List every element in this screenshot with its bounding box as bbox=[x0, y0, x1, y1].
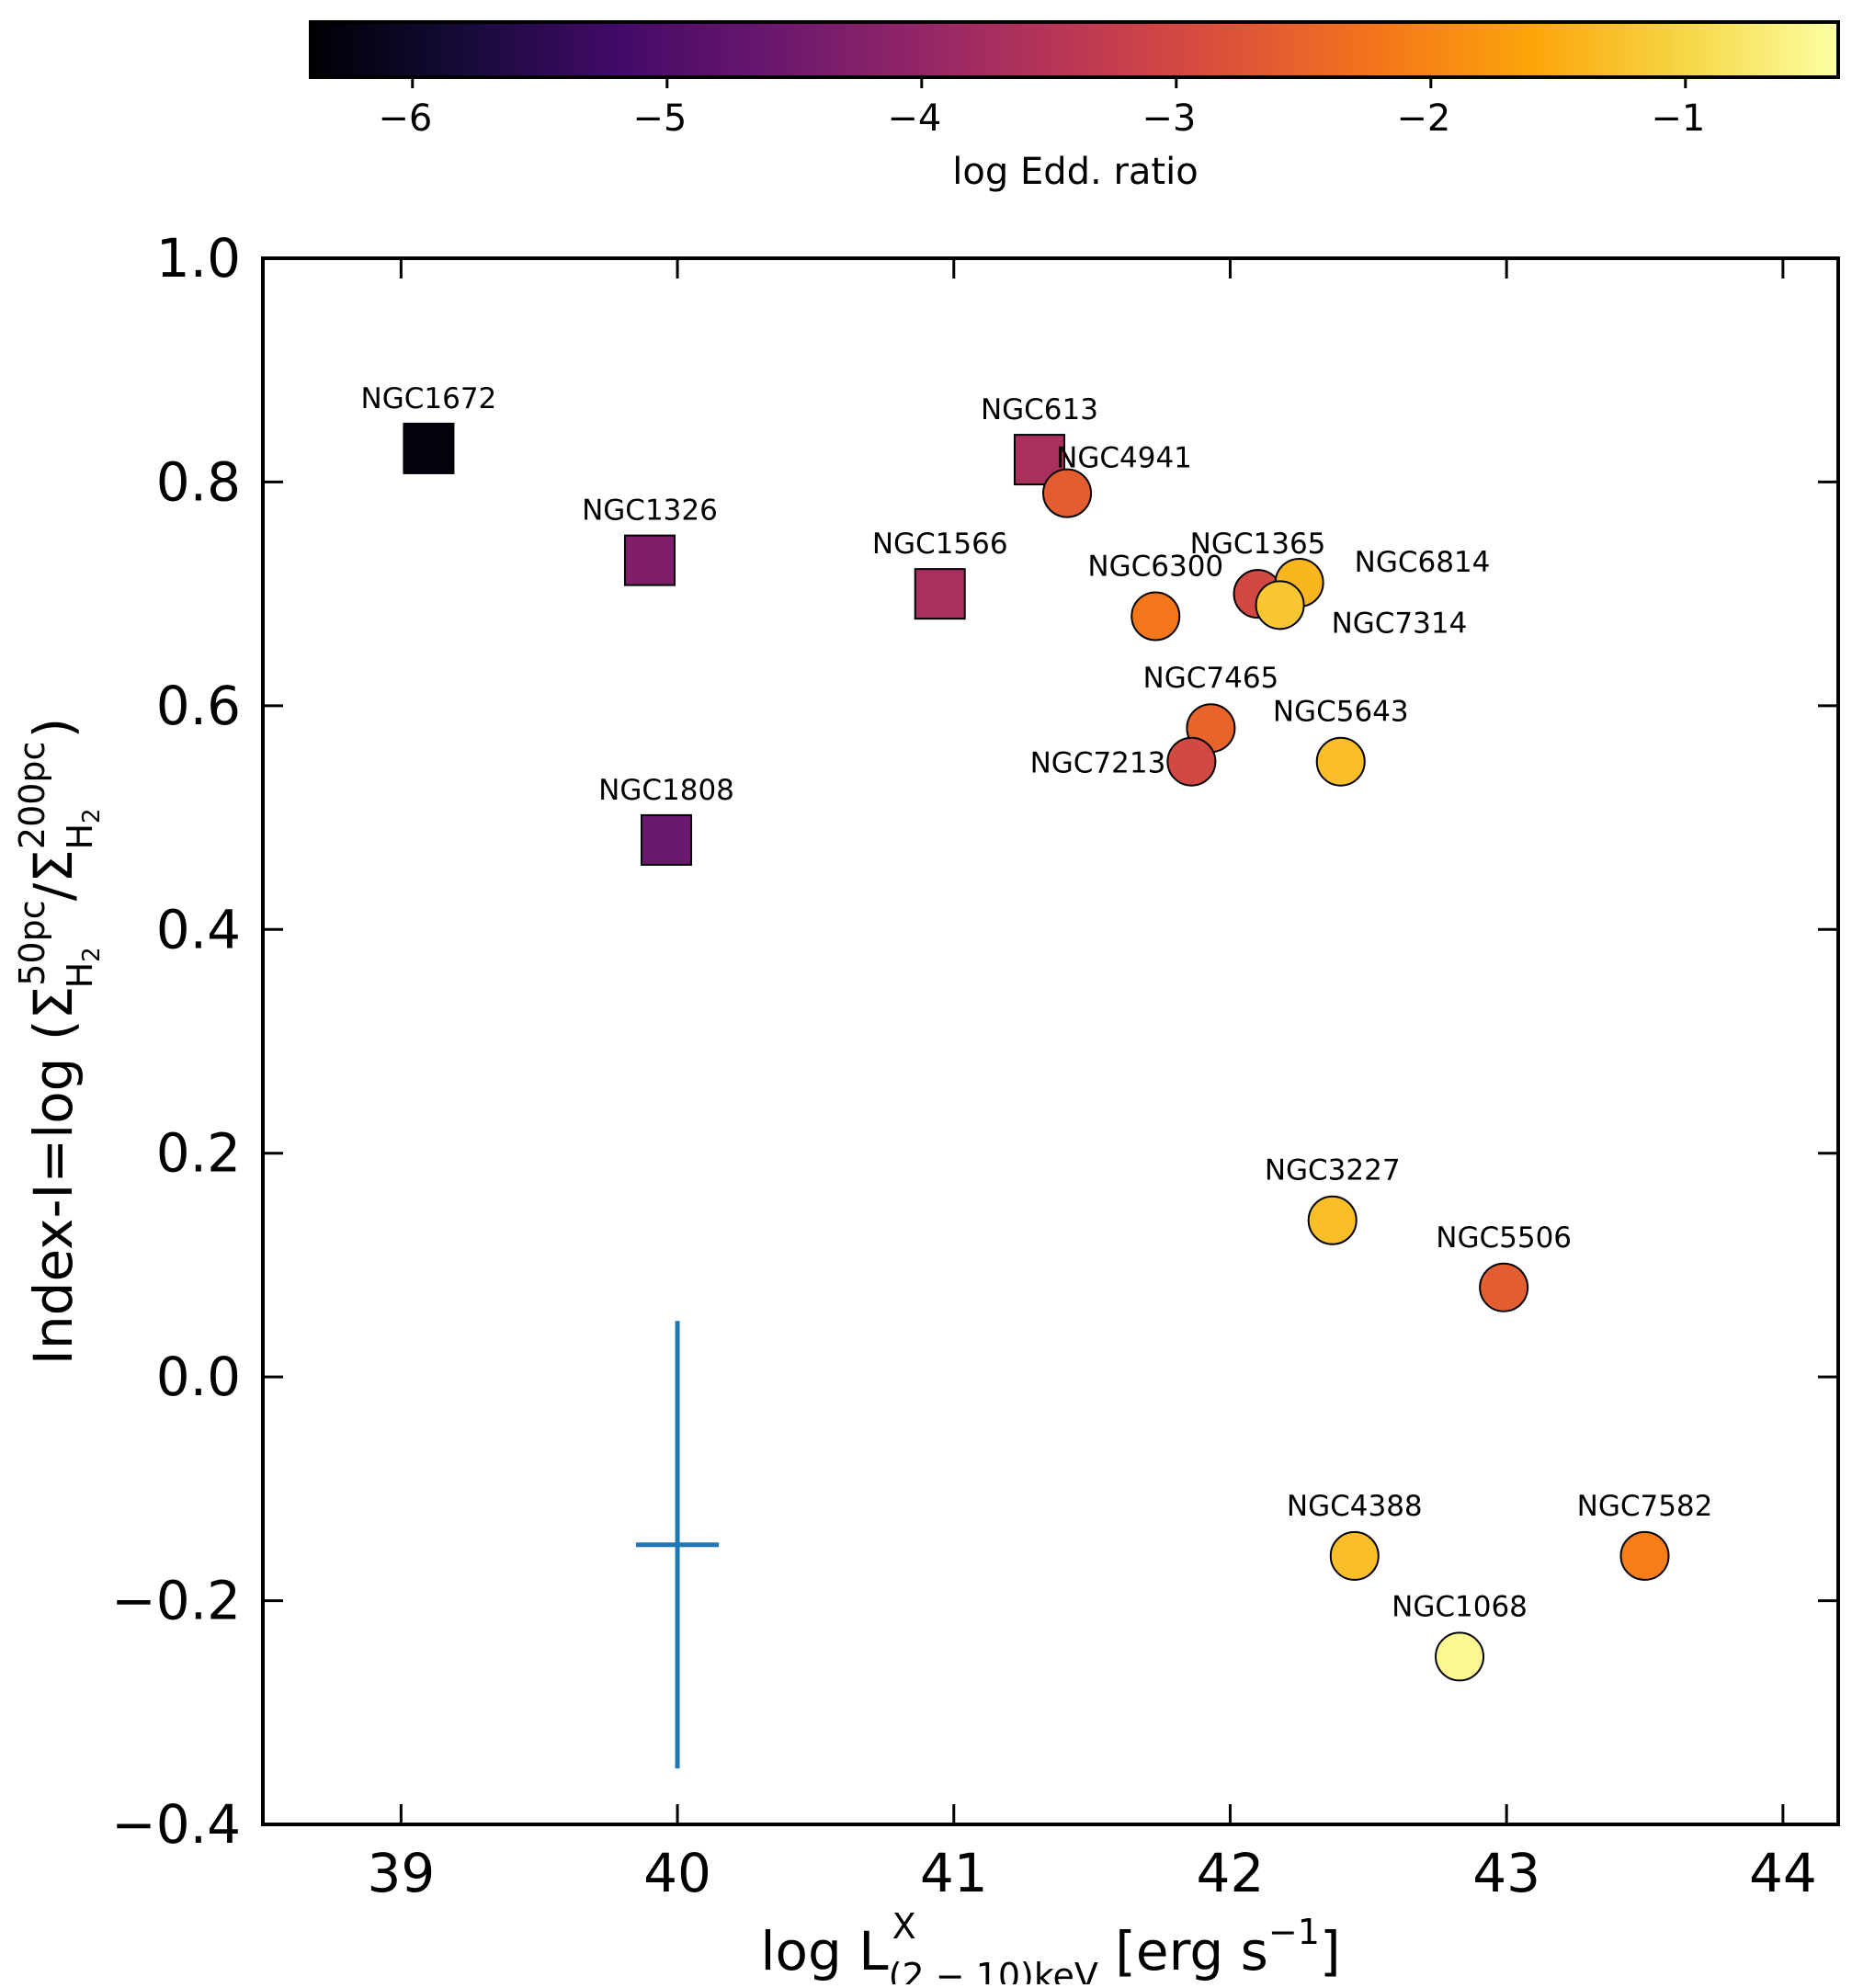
colorbar-tick-label: −2 bbox=[1396, 97, 1450, 140]
point-ngc5506 bbox=[1479, 1262, 1529, 1312]
point-ngc6300 bbox=[1131, 591, 1181, 642]
point-label-ngc7582: NGC7582 bbox=[1577, 1490, 1713, 1523]
colorbar-tick-label: −6 bbox=[378, 97, 432, 140]
point-label-ngc1365: NGC1365 bbox=[1190, 528, 1326, 561]
x-tick-label: 42 bbox=[1197, 1842, 1265, 1904]
point-ngc4388 bbox=[1329, 1530, 1380, 1581]
point-ngc3227 bbox=[1307, 1195, 1358, 1245]
point-ngc4941 bbox=[1042, 468, 1093, 518]
x-tick-label: 41 bbox=[920, 1842, 988, 1904]
point-label-ngc5506: NGC5506 bbox=[1436, 1221, 1572, 1255]
y-tick-label: 0.4 bbox=[156, 898, 241, 960]
axis-labels: log L X (2 − 10)keV [erg s−1] Index-I=log (… bbox=[12, 718, 1341, 1988]
x-axis-label: log L X (2 − 10)keV [erg s−1] bbox=[760, 1906, 1340, 1984]
y-tick-label: −0.4 bbox=[111, 1793, 241, 1856]
colorbar-tick-label: −4 bbox=[887, 97, 941, 140]
plot-axes: 39 40 41 42 43 44 1.0 0.8 0.6 0.4 0.2 0.0 −0.2 −0.4 bbox=[111, 227, 1840, 1904]
colorbar-tick-label: −5 bbox=[632, 97, 687, 140]
point-ngc1808 bbox=[641, 813, 693, 866]
data-points: NGC1672 NGC613 NGC4941 NGC1326 NGC1566 NGC630… bbox=[361, 382, 1713, 1682]
plot-frame bbox=[261, 256, 1840, 1826]
point-ngc1326 bbox=[623, 534, 676, 586]
x-tick-label: 43 bbox=[1472, 1842, 1540, 1904]
error-bar bbox=[635, 1321, 720, 1769]
x-tick-label: 39 bbox=[367, 1842, 435, 1904]
y-tick-label: 1.0 bbox=[156, 227, 241, 290]
point-label-ngc613: NGC613 bbox=[981, 393, 1098, 426]
x-tick-label: 40 bbox=[643, 1842, 711, 1904]
colorbar-tick-label: −3 bbox=[1142, 97, 1196, 140]
point-label-ngc7213: NGC7213 bbox=[1030, 747, 1166, 780]
point-ngc1566 bbox=[914, 568, 966, 620]
point-ngc7213 bbox=[1166, 736, 1217, 787]
colorbar: −6 −5 −4 −3 −2 −1 log Edd. ratio bbox=[309, 20, 1840, 193]
point-label-ngc1068: NGC1068 bbox=[1392, 1590, 1528, 1623]
point-ngc1068 bbox=[1435, 1631, 1485, 1682]
point-label-ngc6814: NGC6814 bbox=[1355, 546, 1491, 579]
y-tick-label: 0.8 bbox=[156, 450, 241, 513]
point-ngc7582 bbox=[1619, 1530, 1670, 1581]
point-ngc7314 bbox=[1255, 580, 1305, 630]
point-label-ngc7314: NGC7314 bbox=[1332, 607, 1468, 640]
y-tick-label: 0.2 bbox=[156, 1122, 241, 1185]
point-label-ngc7465: NGC7465 bbox=[1143, 662, 1279, 695]
point-label-ngc1326: NGC1326 bbox=[582, 494, 718, 528]
point-label-ngc1566: NGC1566 bbox=[872, 528, 1008, 561]
y-tick-label: 0.6 bbox=[156, 675, 241, 737]
y-axis-label: Index-I=log (Σ50pc H2/Σ200pc H2) bbox=[12, 718, 106, 1365]
y-tick-label: 0.0 bbox=[156, 1346, 241, 1408]
x-tick-label: 44 bbox=[1749, 1842, 1817, 1904]
point-label-ngc1672: NGC1672 bbox=[361, 382, 497, 415]
colorbar-gradient bbox=[309, 20, 1840, 79]
point-label-ngc4941: NGC4941 bbox=[1056, 442, 1192, 475]
point-label-ngc5643: NGC5643 bbox=[1273, 696, 1409, 729]
point-ngc1672 bbox=[403, 422, 455, 474]
point-ngc5643 bbox=[1315, 736, 1366, 787]
point-label-ngc4388: NGC4388 bbox=[1287, 1490, 1423, 1523]
colorbar-tick-label: −1 bbox=[1651, 97, 1705, 140]
point-label-ngc6300: NGC6300 bbox=[1087, 550, 1223, 583]
point-label-ngc3227: NGC3227 bbox=[1265, 1154, 1401, 1187]
y-tick-label: −0.2 bbox=[111, 1570, 241, 1632]
colorbar-label: log Edd. ratio bbox=[952, 151, 1198, 193]
point-label-ngc1808: NGC1808 bbox=[598, 774, 734, 807]
